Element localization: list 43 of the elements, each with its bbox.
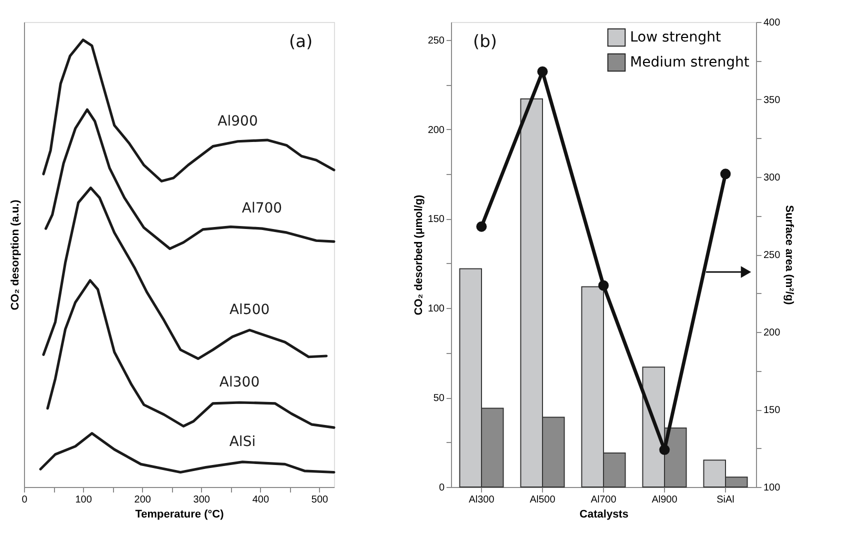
y-tick-label: 250 (428, 35, 445, 46)
series-label: Al500 (229, 302, 270, 318)
y2-tick-label: 300 (764, 172, 781, 184)
x-tick-label: 500 (311, 494, 329, 506)
y-tick-label: 150 (428, 214, 445, 226)
point (720, 168, 731, 180)
y-tick-label: 200 (428, 124, 445, 136)
y-axis-title: CO₂ desorption (a.u.) (10, 199, 22, 310)
y2-tick-label: 350 (764, 95, 781, 106)
y-tick-label: 0 (438, 482, 445, 494)
x-tick-label: 300 (193, 494, 210, 506)
x-tick-label: 200 (134, 494, 152, 506)
series-label: AlSi (229, 434, 256, 450)
y-tick-label: 100 (428, 304, 445, 315)
y-axis-title: CO₂ desorbed (μmol/g) (412, 194, 425, 316)
series-label: Al700 (242, 200, 282, 217)
y2-tick-label: 250 (764, 250, 781, 261)
point (476, 221, 487, 232)
x-tick-label: Al900 (652, 494, 678, 506)
y2-axis-title: Surface area (m²/g) (783, 205, 796, 306)
point (659, 444, 670, 456)
series-label: Al300 (219, 374, 260, 390)
annotation: (a) (289, 32, 313, 52)
legend-label: Low strenght (630, 30, 722, 46)
y2-tick-label: 150 (764, 405, 781, 416)
x-tick-label: Al500 (530, 494, 556, 506)
y2-tick-label: 400 (764, 18, 781, 28)
point (598, 280, 609, 291)
y2-tick-label: 200 (764, 328, 781, 338)
y2-tick-label: 100 (764, 482, 781, 494)
x-tick-label: 400 (252, 494, 270, 506)
x-axis-title: Catalysts (580, 508, 628, 520)
x-tick-label: 0 (22, 494, 28, 506)
series-label: Al900 (218, 113, 258, 130)
annotation: (b) (473, 32, 498, 52)
x-tick-label: 100 (75, 494, 92, 506)
point (537, 66, 548, 77)
legend-label: Medium strenght (630, 54, 750, 70)
x-axis-title: Temperature (°C) (135, 508, 224, 520)
x-tick-label: Al700 (590, 494, 617, 506)
y-tick-label: 50 (433, 393, 445, 404)
x-tick-label: Al300 (468, 494, 495, 506)
x-tick-label: SiAl (716, 494, 734, 506)
